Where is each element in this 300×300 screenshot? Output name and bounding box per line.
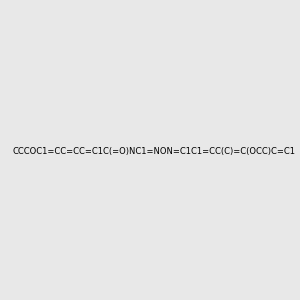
Text: CCCOC1=CC=CC=C1C(=O)NC1=NON=C1C1=CC(C)=C(OCC)C=C1: CCCOC1=CC=CC=C1C(=O)NC1=NON=C1C1=CC(C)=C… <box>12 147 295 156</box>
